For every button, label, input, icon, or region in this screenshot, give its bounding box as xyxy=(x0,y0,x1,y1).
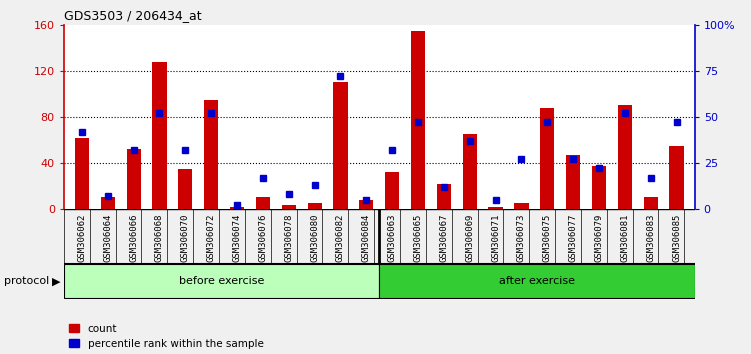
Bar xyxy=(566,155,581,209)
Text: GSM306072: GSM306072 xyxy=(207,213,216,262)
Text: GSM306075: GSM306075 xyxy=(543,213,552,262)
Text: GSM306076: GSM306076 xyxy=(258,213,267,262)
Bar xyxy=(152,62,167,209)
Bar xyxy=(488,207,502,209)
Bar xyxy=(75,138,89,209)
Text: GDS3503 / 206434_at: GDS3503 / 206434_at xyxy=(64,9,201,22)
Bar xyxy=(437,183,451,209)
Bar xyxy=(644,198,658,209)
Text: GSM306083: GSM306083 xyxy=(646,213,655,262)
Text: GSM306078: GSM306078 xyxy=(285,213,294,262)
Text: GSM306084: GSM306084 xyxy=(362,213,371,262)
Bar xyxy=(204,99,219,209)
Text: GSM306066: GSM306066 xyxy=(129,213,138,262)
Text: after exercise: after exercise xyxy=(499,276,575,286)
Bar xyxy=(540,108,554,209)
Text: protocol: protocol xyxy=(4,276,49,286)
Bar xyxy=(379,264,695,298)
Bar xyxy=(126,149,140,209)
Text: GSM306062: GSM306062 xyxy=(77,213,86,262)
Bar xyxy=(282,205,296,209)
Text: GSM306082: GSM306082 xyxy=(336,213,345,262)
Text: GSM306065: GSM306065 xyxy=(414,213,423,262)
Text: GSM306069: GSM306069 xyxy=(465,213,474,262)
Text: GSM306068: GSM306068 xyxy=(155,213,164,262)
Bar xyxy=(359,200,373,209)
Text: GSM306073: GSM306073 xyxy=(517,213,526,262)
Text: GSM306071: GSM306071 xyxy=(491,213,500,262)
Text: GSM306080: GSM306080 xyxy=(310,213,319,262)
Bar xyxy=(463,134,477,209)
Text: GSM306067: GSM306067 xyxy=(439,213,448,262)
Text: GSM306077: GSM306077 xyxy=(569,213,578,262)
Text: GSM306081: GSM306081 xyxy=(620,213,629,262)
Text: GSM306063: GSM306063 xyxy=(388,213,397,262)
Legend: count, percentile rank within the sample: count, percentile rank within the sample xyxy=(69,324,264,349)
Text: before exercise: before exercise xyxy=(179,276,264,286)
Bar xyxy=(230,207,244,209)
Text: GSM306079: GSM306079 xyxy=(595,213,604,262)
Bar xyxy=(411,30,425,209)
Text: GSM306074: GSM306074 xyxy=(233,213,242,262)
Bar xyxy=(64,264,379,298)
Bar xyxy=(256,198,270,209)
Text: GSM306085: GSM306085 xyxy=(672,213,681,262)
Bar xyxy=(101,198,115,209)
Bar xyxy=(307,203,321,209)
Bar xyxy=(333,82,348,209)
Text: GSM306064: GSM306064 xyxy=(104,213,113,262)
Bar xyxy=(592,166,606,209)
Bar xyxy=(514,203,529,209)
Bar xyxy=(618,105,632,209)
Bar xyxy=(385,172,400,209)
Text: GSM306070: GSM306070 xyxy=(181,213,190,262)
Bar xyxy=(669,145,683,209)
Text: ▶: ▶ xyxy=(52,276,60,286)
Bar xyxy=(178,169,192,209)
